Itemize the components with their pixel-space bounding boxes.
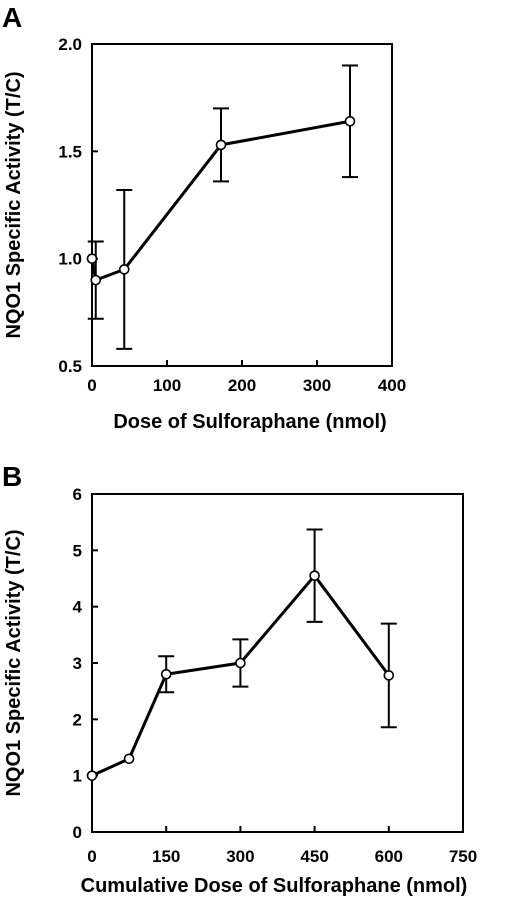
panel-a-y-axis-label: NQO1 Specific Activity (T/C) [3, 71, 25, 338]
panel-b-data-point [383, 670, 395, 681]
panel-a-y-tick-label: 0.5 [58, 357, 82, 376]
panel-a-data-point [90, 274, 102, 286]
panel-a-data-point [215, 139, 227, 151]
panel-a-letter: A [2, 2, 22, 33]
panel-b-x-tick-label: 750 [449, 847, 477, 866]
panel-b-y-tick-label: 3 [73, 654, 82, 673]
panel-b-y-axis-label: NQO1 Specific Activity (T/C) [3, 529, 25, 796]
panel-a-x-tick-label: 300 [303, 376, 331, 395]
panel-a-data-point [344, 115, 356, 127]
panel-a-data-point [86, 253, 98, 264]
panel-a-y-tick-label: 1.5 [58, 142, 82, 161]
panel-b-y-tick-label: 5 [73, 541, 82, 560]
panel-b-data-point [123, 753, 135, 765]
panel-b-data-point [235, 657, 246, 669]
panel-b-series-line [91, 574, 391, 778]
panel-b-plot-frame [91, 493, 464, 833]
panel-a-y-tick-label: 1.0 [58, 250, 82, 269]
panel-b-y-tick-label: 6 [73, 485, 82, 504]
panel-a-y-tick-label: 2.0 [58, 35, 82, 54]
panel-b-data-point [160, 668, 172, 680]
panel-b-y-tick-label: 1 [73, 767, 82, 786]
panel-b-x-tick-label: 600 [375, 847, 403, 866]
panel-b-y-tick-label: 0 [73, 823, 82, 842]
panel-a-x-tick-label: 100 [153, 376, 181, 395]
panel-a-data-point [118, 264, 130, 275]
panel-b-x-tick-label: 450 [300, 847, 328, 866]
panel-b-letter: B [2, 461, 22, 492]
panel-a-x-tick-label: 0 [87, 376, 96, 395]
panel-b-x-axis-label: Cumulative Dose of Sulforaphane (nmol) [81, 875, 468, 897]
panel-a-plot-frame [91, 43, 393, 367]
panel-a-x-tick-label: 200 [228, 376, 256, 395]
panel-b-x-tick-label: 150 [152, 847, 180, 866]
panel-b-y-tick-label: 2 [73, 710, 82, 729]
panel-a-x-tick-label: 400 [378, 376, 406, 395]
panel-b-x-tick-label: 0 [87, 847, 96, 866]
panel-b-y-tick-label: 4 [73, 598, 83, 617]
panel-b-data-point [309, 570, 320, 581]
panel-b-data-point [86, 770, 98, 781]
panel-a-x-axis-label: Dose of Sulforaphane (nmol) [113, 411, 386, 433]
panel-b-x-tick-label: 300 [226, 847, 254, 866]
